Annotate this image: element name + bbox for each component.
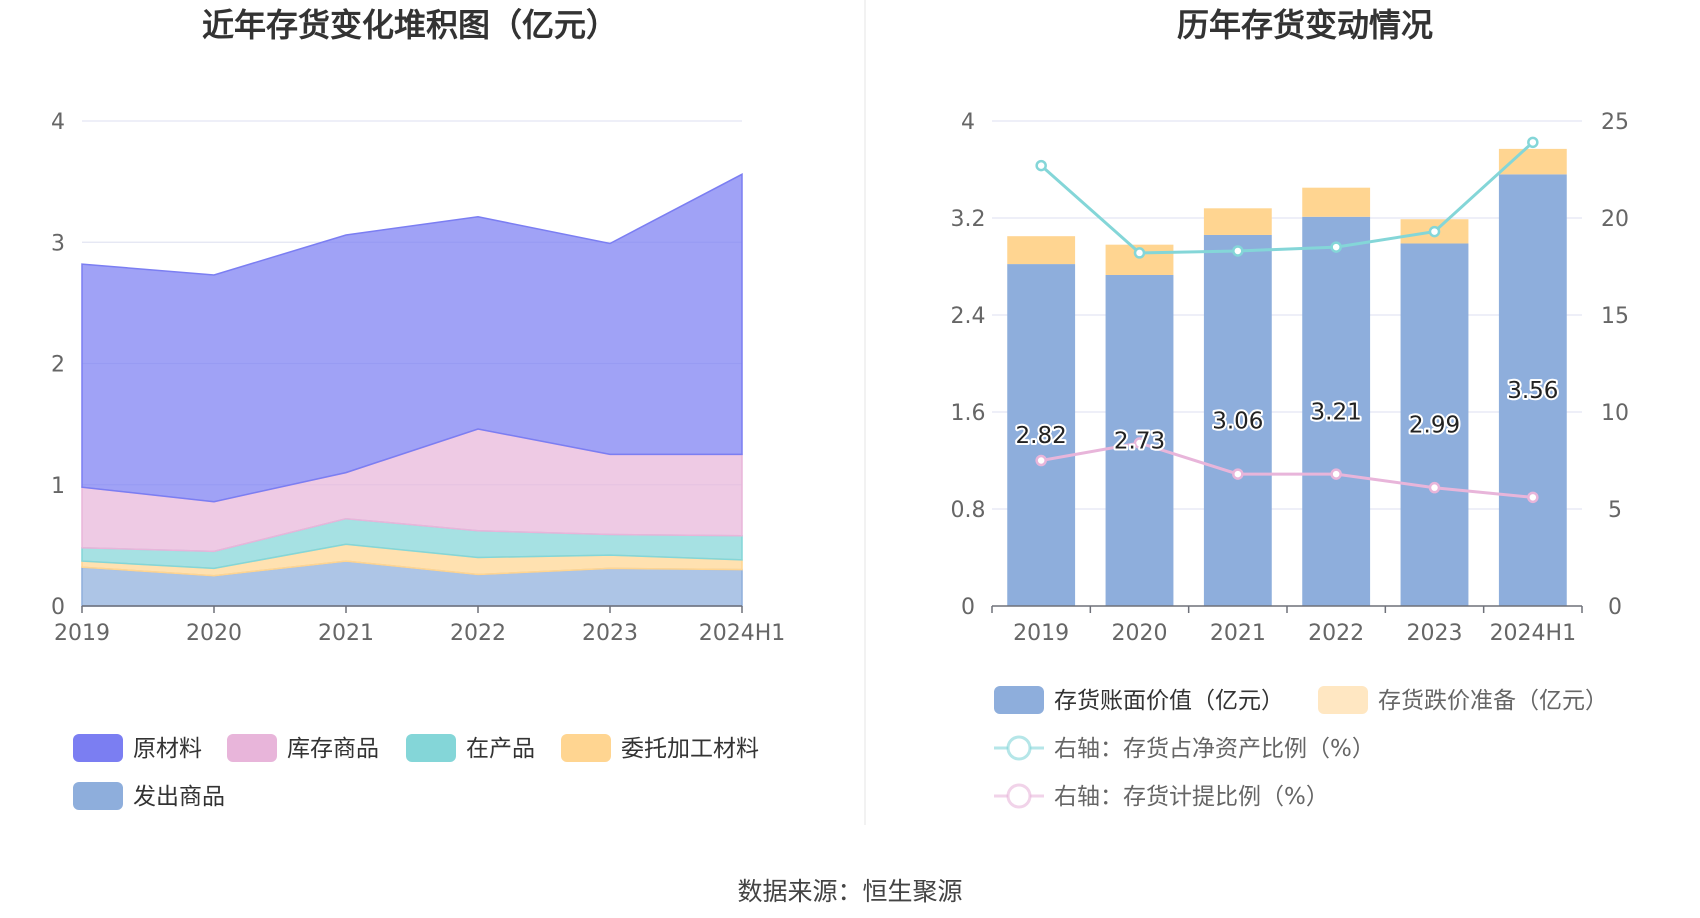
bar-provision xyxy=(1302,187,1371,217)
left-x-tick-label: 2022 xyxy=(450,621,506,646)
bar-value-label: 3.21 xyxy=(1311,399,1362,425)
right-x-tick-label: 2024H1 xyxy=(1490,621,1577,646)
legend-swatch xyxy=(406,734,456,762)
right-left-y-tick-label: 0 xyxy=(961,595,975,620)
right-chart-title: 历年存货变动情况 xyxy=(1177,6,1433,44)
right-left-y-tick-label: 3.2 xyxy=(951,207,986,232)
bar-value-label: 3.56 xyxy=(1507,378,1558,404)
line-series-2 xyxy=(1040,441,1533,499)
right-left-y-tick-label: 0.8 xyxy=(951,498,986,523)
right-x-tick-label: 2022 xyxy=(1308,621,1364,646)
right-y2-tick-label: 20 xyxy=(1601,207,1629,232)
bar-value-label: 3.06 xyxy=(1212,408,1263,434)
left-y-tick-label: 0 xyxy=(51,595,65,620)
right-gridlines xyxy=(992,120,1582,510)
right-legend: 存货账面价值（亿元） 存货跌价准备（亿元）右轴：存货占净资产比例（%） 右轴：存货计… xyxy=(994,686,1608,810)
line-point xyxy=(1527,491,1539,504)
right-bars xyxy=(1007,148,1567,606)
bar-line-chart: 历年存货变动情况 2.82 2.73 3.06 3.21 2.99 3.56 0 0.8 1.… xyxy=(951,6,1630,810)
legend-swatch xyxy=(227,734,277,762)
legend-label: 存货账面价值（亿元） xyxy=(1054,688,1284,714)
left-chart-title: 近年存货变化堆积图（亿元） xyxy=(202,6,618,44)
legend-swatch xyxy=(73,782,123,810)
right-y2-tick-label: 10 xyxy=(1601,401,1629,426)
bar-value-label: 2.73 xyxy=(1114,428,1165,454)
legend-label: 存货跌价准备（亿元） xyxy=(1378,688,1608,714)
left-y-tick-label: 1 xyxy=(51,474,65,499)
legend-swatch xyxy=(994,686,1044,714)
right-left-y-tick-label: 2.4 xyxy=(951,304,986,329)
bar-book-value xyxy=(1400,243,1469,606)
right-y2-tick-label: 0 xyxy=(1608,595,1622,620)
line-point xyxy=(1133,437,1146,449)
right-left-y-tick-label: 1.6 xyxy=(951,401,986,426)
bar-provision xyxy=(1007,236,1076,265)
line-point xyxy=(1232,468,1244,480)
legend-label: 库存商品 xyxy=(287,736,379,762)
bar-value-label: 2.82 xyxy=(1016,423,1067,449)
right-lines xyxy=(1035,136,1539,504)
line-point xyxy=(1527,136,1539,149)
left-axes: 0 1 2 3 4 2019 2020 2021 2022 2023 2024H1 xyxy=(51,110,785,646)
line-series-1 xyxy=(1040,141,1534,255)
legend-swatch xyxy=(73,734,123,762)
bar-book-value xyxy=(1203,234,1272,606)
bar-book-value xyxy=(1007,264,1076,606)
bar-provision xyxy=(1203,208,1272,235)
legend-label: 委托加工材料 xyxy=(621,736,759,762)
right-bar-labels: 2.82 2.73 3.06 3.21 2.99 3.56 xyxy=(1014,376,1561,456)
legend-swatch xyxy=(1318,686,1368,714)
left-y-tick-label: 3 xyxy=(51,231,65,256)
stacked-area-chart: 近年存货变化堆积图（亿元） 0 1 2 3 4 2019 2020 2021 2022 2023 2… xyxy=(51,6,785,810)
line-point xyxy=(1330,241,1342,253)
legend-label: 在产品 xyxy=(466,736,535,762)
line-point xyxy=(1035,159,1047,172)
data-source-note: 数据来源：恒生聚源 xyxy=(737,877,962,906)
right-axes: 0 0.8 1.6 2.4 3.2 4 0 5 10 15 20 25 2019 2020 2021 2022… xyxy=(951,110,1630,646)
left-x-tick-label: 2020 xyxy=(186,621,242,646)
left-area-layers xyxy=(81,173,743,607)
bar-book-value xyxy=(1498,174,1567,606)
bar-value-label: 2.99 xyxy=(1409,413,1460,439)
right-y2-tick-label: 15 xyxy=(1601,304,1629,329)
right-x-tick-label: 2020 xyxy=(1112,621,1168,646)
left-x-tick-label: 2024H1 xyxy=(699,621,786,646)
line-point xyxy=(1133,247,1146,259)
left-y-tick-label: 2 xyxy=(51,353,65,378)
line-point xyxy=(1428,225,1441,238)
left-x-tick-label: 2019 xyxy=(54,621,110,646)
legend-marker xyxy=(1006,735,1032,761)
legend-label: 原材料 xyxy=(133,736,202,762)
right-y2-tick-label: 25 xyxy=(1601,110,1629,135)
line-point xyxy=(1330,468,1342,480)
line-point xyxy=(1232,245,1244,257)
left-y-tick-label: 4 xyxy=(51,110,65,135)
right-x-tick-label: 2023 xyxy=(1407,621,1463,646)
area-series-5 xyxy=(81,173,743,503)
line-point xyxy=(1428,481,1441,494)
right-y2-tick-label: 5 xyxy=(1608,498,1622,523)
legend-marker xyxy=(1006,783,1032,809)
legend-label: 发出商品 xyxy=(133,784,225,810)
right-x-tick-label: 2019 xyxy=(1013,621,1069,646)
right-x-tick-label: 2021 xyxy=(1210,621,1266,646)
legend-label: 右轴：存货占净资产比例（%） xyxy=(1054,736,1375,762)
left-x-tick-label: 2021 xyxy=(318,621,374,646)
line-point xyxy=(1035,454,1047,467)
left-x-tick-label: 2023 xyxy=(582,621,638,646)
legend-swatch xyxy=(561,734,611,762)
bar-book-value xyxy=(1302,216,1371,606)
right-left-y-tick-label: 4 xyxy=(961,110,975,135)
bar-provision xyxy=(1498,148,1567,175)
legend-label: 右轴：存货计提比例（%） xyxy=(1054,784,1329,810)
